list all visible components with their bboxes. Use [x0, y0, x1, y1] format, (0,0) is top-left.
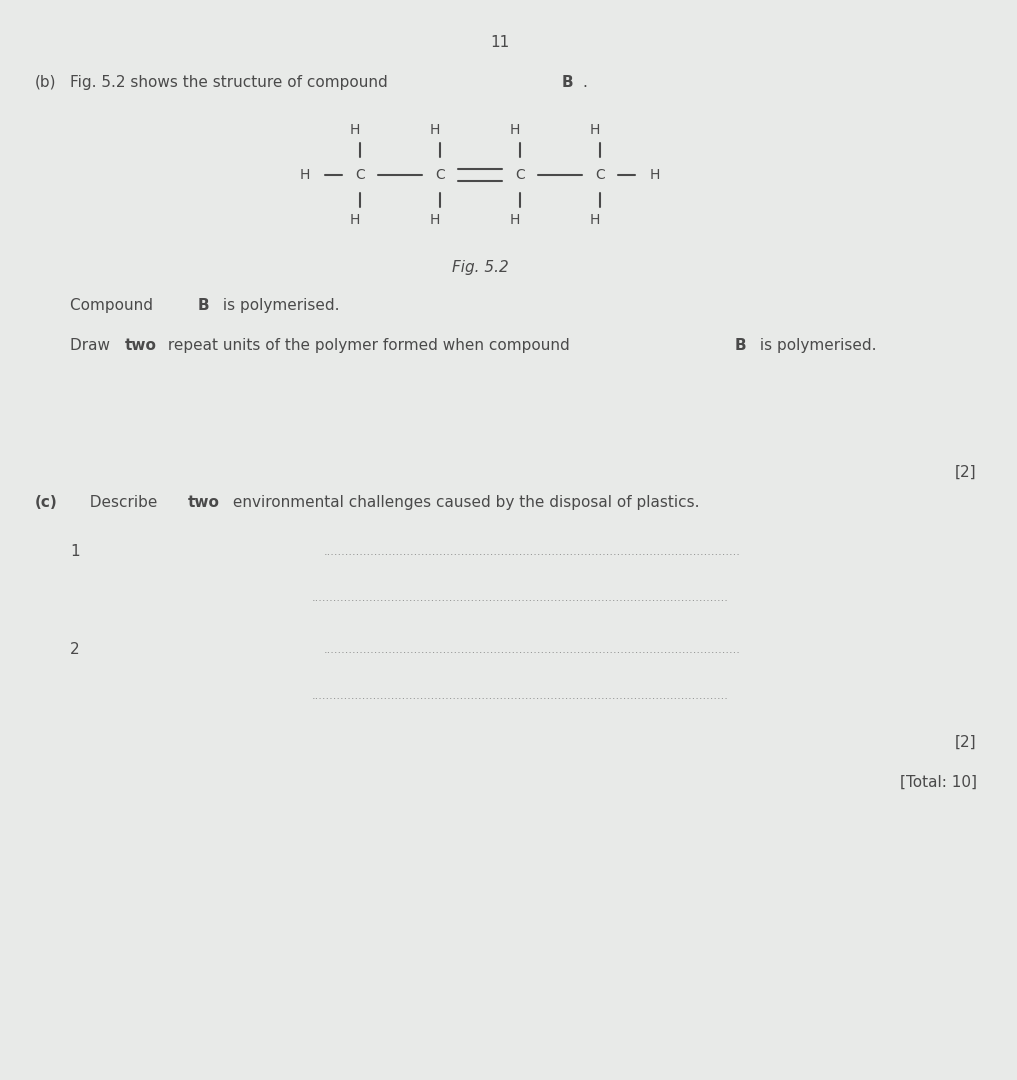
- Text: H: H: [590, 213, 600, 227]
- Text: C: C: [435, 168, 444, 183]
- Text: [2]: [2]: [955, 735, 976, 750]
- Text: is polymerised.: is polymerised.: [218, 298, 340, 313]
- Text: Describe: Describe: [80, 495, 163, 510]
- Text: [Total: 10]: [Total: 10]: [900, 775, 977, 789]
- Text: ................................................................................: ........................................…: [311, 691, 728, 701]
- Text: H: H: [430, 123, 440, 137]
- Text: ................................................................................: ........................................…: [311, 593, 728, 603]
- Text: H: H: [510, 123, 520, 137]
- Text: C: C: [595, 168, 605, 183]
- Text: H: H: [430, 213, 440, 227]
- Text: B: B: [562, 75, 574, 90]
- Text: repeat units of the polymer formed when compound: repeat units of the polymer formed when …: [163, 338, 575, 353]
- Text: Draw: Draw: [70, 338, 115, 353]
- Text: H: H: [590, 123, 600, 137]
- Text: (b): (b): [35, 75, 57, 90]
- Text: C: C: [355, 168, 365, 183]
- Text: H: H: [300, 168, 310, 183]
- Text: .: .: [582, 75, 587, 90]
- Text: ................................................................................: ........................................…: [324, 645, 741, 654]
- Text: 11: 11: [490, 35, 510, 50]
- Text: two: two: [188, 495, 220, 510]
- Text: ................................................................................: ........................................…: [324, 546, 741, 557]
- Text: [2]: [2]: [955, 465, 976, 480]
- Text: is polymerised.: is polymerised.: [755, 338, 877, 353]
- Text: environmental challenges caused by the disposal of plastics.: environmental challenges caused by the d…: [228, 495, 700, 510]
- Text: H: H: [350, 213, 360, 227]
- Text: H: H: [510, 213, 520, 227]
- Text: 2: 2: [70, 643, 79, 658]
- Text: Fig. 5.2: Fig. 5.2: [452, 260, 508, 275]
- Text: H: H: [650, 168, 660, 183]
- Text: H: H: [350, 123, 360, 137]
- Text: B: B: [198, 298, 210, 313]
- Text: Fig. 5.2 shows the structure of compound: Fig. 5.2 shows the structure of compound: [70, 75, 393, 90]
- Text: two: two: [125, 338, 157, 353]
- Text: Compound: Compound: [70, 298, 158, 313]
- Text: B: B: [735, 338, 746, 353]
- Text: C: C: [516, 168, 525, 183]
- Text: (c): (c): [35, 495, 58, 510]
- Text: 1: 1: [70, 544, 79, 559]
